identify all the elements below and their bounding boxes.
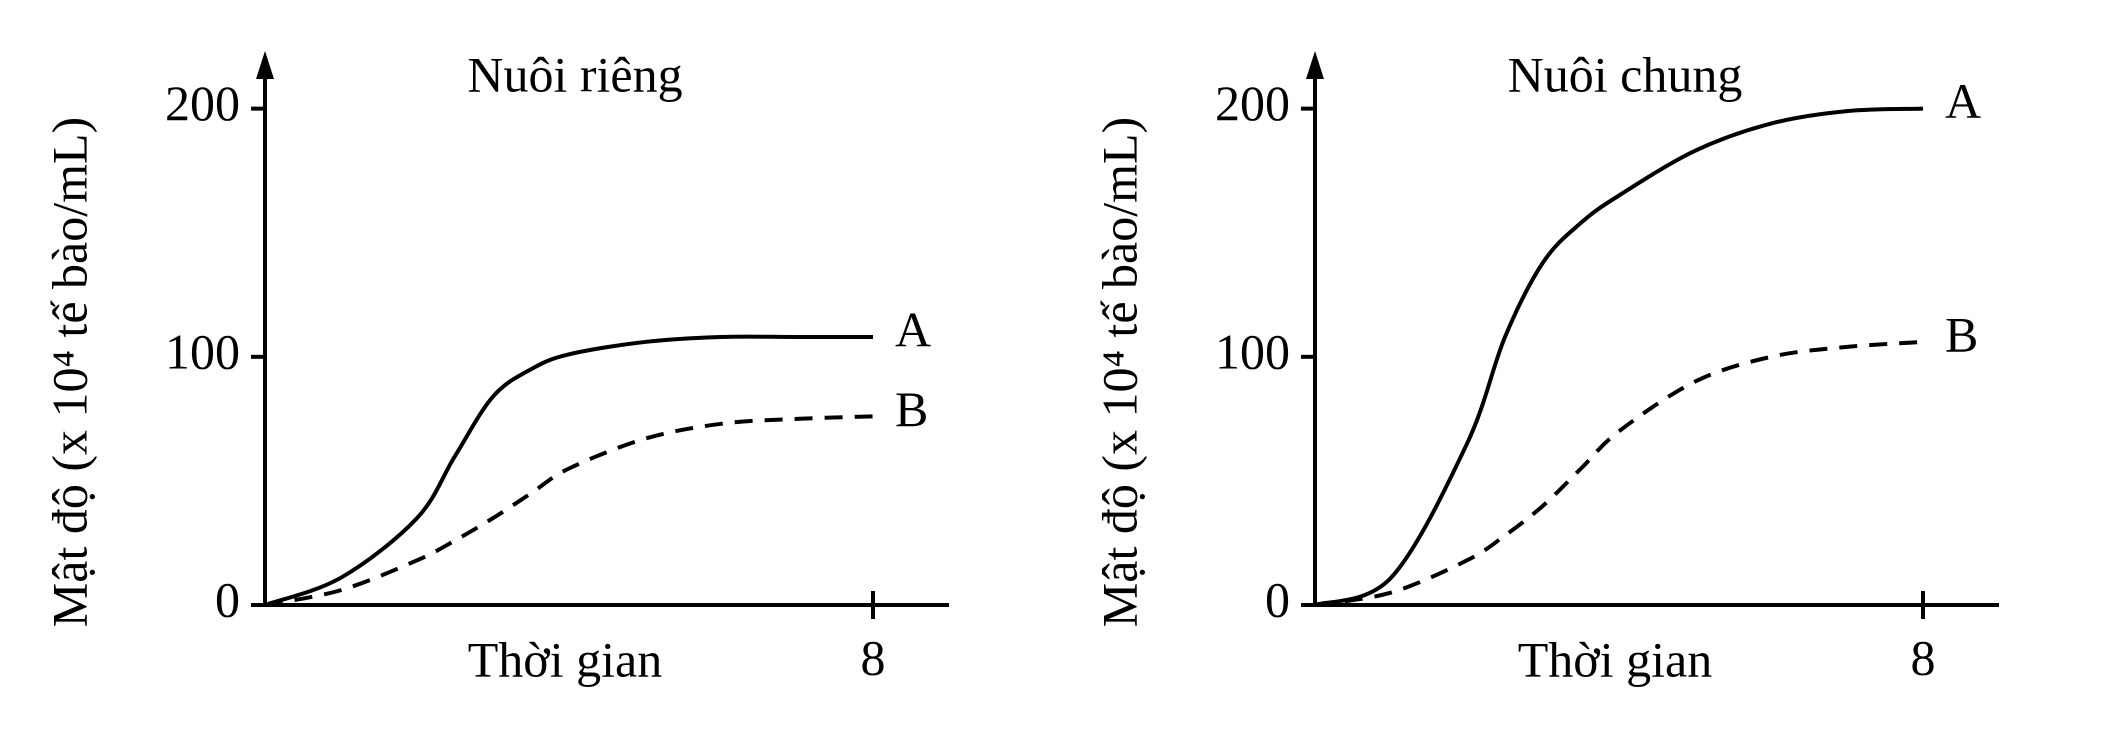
y-tick-label: 200 [1215, 75, 1290, 131]
y-tick-label: 200 [165, 75, 240, 131]
x-tick-label: 8 [861, 629, 886, 685]
y-tick-label: 100 [1215, 323, 1290, 379]
chart-title: Nuôi chung [1508, 46, 1743, 102]
y-tick-label: 100 [165, 323, 240, 379]
y-tick-label: 0 [215, 571, 240, 627]
x-axis-label: Thời gian [1518, 631, 1712, 687]
series-line [264, 414, 874, 607]
series-label: B [895, 381, 928, 437]
x-axis-label: Thời gian [468, 631, 662, 687]
series-label: A [1945, 73, 1981, 129]
series-line [1314, 106, 1924, 607]
chart-title: Nuôi riêng [467, 46, 682, 102]
y-axis-label: Mật độ (x 10⁴ tế bào/mL) [41, 117, 97, 627]
y-axis-label: Mật độ (x 10⁴ tế bào/mL) [1091, 117, 1147, 627]
series-line [264, 334, 873, 607]
y-axis-arrow [1306, 51, 1324, 79]
y-axis-arrow [256, 51, 274, 79]
series-line [1314, 339, 1924, 607]
x-tick-label: 8 [1911, 629, 1936, 685]
y-tick-label: 0 [1265, 571, 1290, 627]
series-label: A [895, 301, 931, 357]
series-label: B [1945, 306, 1978, 362]
